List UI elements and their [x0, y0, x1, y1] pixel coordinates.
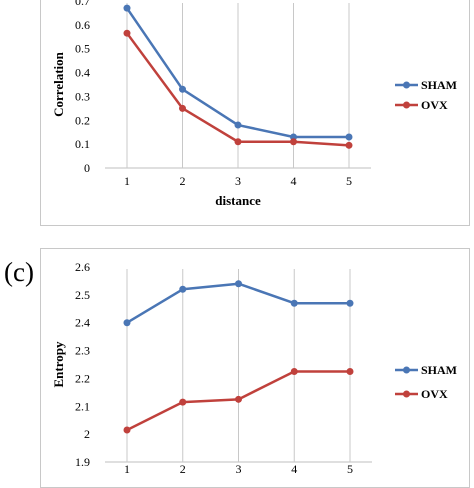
correlation-legend-label-sham: SHAM: [421, 78, 457, 92]
correlation-point-sham: [345, 133, 353, 141]
entropy-y-tick-label: 2.2: [75, 371, 90, 385]
entropy-y-tick-label: 2.5: [75, 288, 90, 302]
entropy-legend-marker-sham: [403, 366, 410, 374]
correlation-y-tick-label: 0.6: [75, 18, 90, 32]
correlation-y-axis-label: Correlation: [51, 51, 66, 117]
entropy-point-ovx: [179, 398, 187, 406]
correlation-point-ovx: [234, 138, 242, 146]
correlation-legend-marker-sham: [403, 81, 410, 89]
panel-label: (c): [4, 257, 34, 287]
correlation-point-ovx: [290, 138, 297, 146]
entropy-legend-marker-ovx: [403, 390, 410, 398]
correlation-y-tick-label: 0.2: [75, 113, 90, 127]
entropy-x-tick-label: 4: [291, 462, 297, 476]
chart-panel-correlation: [40, 0, 470, 226]
correlation-y-tick-label: 0.5: [75, 42, 90, 56]
entropy-chart: 1.9 2 2.1 2.2 2.3 2.4 2.5 2.6 1 2 3 4 5 Entropy SHAM OV…: [51, 260, 457, 476]
entropy-point-sham: [346, 299, 354, 307]
correlation-x-axis-label: distance: [215, 193, 261, 208]
entropy-x-tick-label: 1: [124, 462, 130, 476]
charts-canvas: 0 0.1 0.2 0.3 0.4 0.5 0.6 0.7 1 2 3 4 5 distance Corre…: [51, 0, 457, 476]
entropy-y-tick-label: 2.6: [75, 260, 90, 274]
entropy-point-ovx: [235, 395, 242, 403]
entropy-y-tick-label: 2.4: [75, 316, 90, 330]
entropy-y-axis-label: Entropy: [51, 341, 66, 387]
correlation-x-tick-label: 3: [235, 174, 241, 188]
correlation-x-tick-label: 1: [124, 174, 130, 188]
correlation-point-ovx: [123, 29, 131, 37]
entropy-y-tick-label: 2: [84, 427, 90, 441]
correlation-x-tick-label: 2: [180, 174, 186, 188]
correlation-point-sham: [179, 85, 186, 93]
entropy-point-sham: [235, 280, 242, 288]
correlation-point-sham: [234, 121, 242, 129]
entropy-point-ovx: [346, 367, 354, 375]
correlation-y-tick-label: 0: [84, 161, 90, 175]
entropy-point-ovx: [123, 426, 131, 434]
correlation-legend-label-ovx: OVX: [421, 98, 448, 112]
correlation-legend-marker-ovx: [403, 101, 410, 109]
entropy-legend-label-sham: SHAM: [421, 363, 457, 377]
chart-panel-entropy: [40, 248, 470, 488]
correlation-point-sham: [123, 4, 131, 12]
entropy-y-tick-label: 2.3: [75, 344, 90, 358]
correlation-y-tick-label: 0.3: [75, 89, 90, 103]
entropy-point-sham: [290, 299, 298, 307]
correlation-point-ovx: [179, 104, 186, 112]
entropy-point-sham: [179, 285, 187, 293]
correlation-chart: 0 0.1 0.2 0.3 0.4 0.5 0.6 0.7 1 2 3 4 5 distance Corre…: [51, 0, 457, 208]
entropy-x-tick-label: 3: [236, 462, 242, 476]
entropy-legend-label-ovx: OVX: [421, 387, 448, 401]
correlation-y-tick-label: 0.1: [75, 137, 90, 151]
entropy-x-tick-label: 2: [180, 462, 186, 476]
entropy-y-tick-label: 1.9: [75, 455, 90, 469]
correlation-x-tick-label: 5: [346, 174, 352, 188]
correlation-y-tick-label: 0.7: [75, 0, 90, 8]
correlation-y-tick-label: 0.4: [75, 66, 90, 80]
entropy-point-sham: [123, 319, 131, 327]
correlation-x-tick-label: 4: [291, 174, 297, 188]
entropy-y-tick-label: 2.1: [75, 399, 90, 413]
entropy-point-ovx: [290, 367, 298, 375]
entropy-x-tick-label: 5: [347, 462, 353, 476]
correlation-point-ovx: [345, 141, 353, 149]
